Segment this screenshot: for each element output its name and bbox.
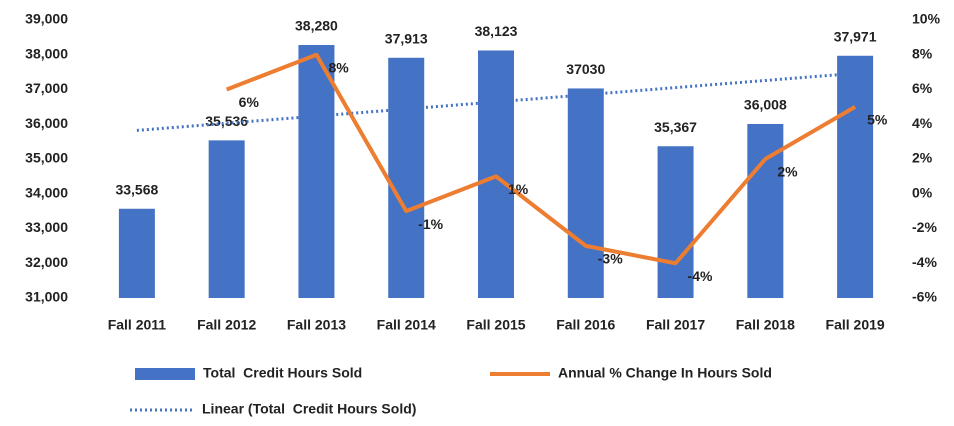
bar-label: 38,280 — [295, 18, 338, 34]
x-tick-label: Fall 2012 — [197, 317, 256, 333]
x-tick-label: Fall 2013 — [287, 317, 346, 333]
bar — [388, 57, 425, 298]
line-label: 8% — [328, 59, 349, 75]
legend-label: Linear (Total Credit Hours Sold) — [202, 401, 416, 417]
y-tick-label: 38,000 — [25, 45, 68, 61]
legend-label: Annual % Change In Hours Sold — [558, 365, 772, 381]
bar-label: 35,367 — [654, 119, 697, 135]
bar — [298, 45, 335, 298]
x-tick-label: Fall 2019 — [826, 317, 885, 333]
bar — [657, 146, 694, 298]
bar-label: 38,123 — [475, 23, 518, 39]
y2-tick-label: 6% — [912, 80, 933, 96]
bar-label: 33,568 — [115, 181, 158, 197]
bar — [567, 88, 604, 299]
bar — [118, 208, 155, 298]
y-tick-label: 32,000 — [25, 254, 68, 270]
x-tick-label: Fall 2018 — [736, 317, 795, 333]
line-label: 1% — [508, 181, 529, 197]
x-tick-label: Fall 2014 — [377, 317, 436, 333]
bar-label: 37,971 — [834, 28, 877, 44]
line-label: 6% — [239, 94, 260, 110]
y2-tick-label: -4% — [912, 254, 937, 270]
line-label: 5% — [867, 112, 888, 128]
x-tick-label: Fall 2015 — [466, 317, 525, 333]
y-tick-label: 37,000 — [25, 80, 68, 96]
y-tick-label: 39,000 — [25, 11, 68, 27]
line-label: -3% — [598, 251, 623, 267]
x-tick-label: Fall 2016 — [556, 317, 615, 333]
bar-label: 37030 — [566, 61, 605, 77]
y2-tick-label: -2% — [912, 219, 937, 235]
y-tick-label: 33,000 — [25, 219, 68, 235]
y-tick-label: 35,000 — [25, 150, 68, 166]
x-tick-label: Fall 2011 — [108, 317, 167, 333]
y-tick-label: 31,000 — [25, 289, 68, 305]
y-tick-label: 34,000 — [25, 184, 68, 200]
bar-label: 36,008 — [744, 97, 787, 113]
line-label: -4% — [688, 268, 713, 284]
legend-swatch — [135, 368, 195, 380]
y-tick-label: 36,000 — [25, 115, 68, 131]
bar-label: 35,536 — [205, 113, 248, 129]
bar-label: 37,913 — [385, 30, 428, 46]
legend-label: Total Credit Hours Sold — [203, 365, 362, 381]
bar — [478, 50, 514, 298]
line-label: 2% — [777, 164, 798, 180]
y2-tick-label: 10% — [912, 11, 941, 27]
y2-tick-label: 0% — [912, 184, 933, 200]
bar — [208, 140, 245, 298]
y2-tick-label: -6% — [912, 289, 937, 305]
line-label: -1% — [418, 216, 443, 232]
y2-tick-label: 8% — [912, 45, 933, 61]
y2-tick-label: 4% — [912, 115, 933, 131]
line — [225, 52, 857, 266]
x-tick-label: Fall 2017 — [646, 317, 705, 333]
bar — [837, 55, 874, 298]
trend-line — [136, 71, 856, 132]
y2-tick-label: 2% — [912, 150, 933, 166]
